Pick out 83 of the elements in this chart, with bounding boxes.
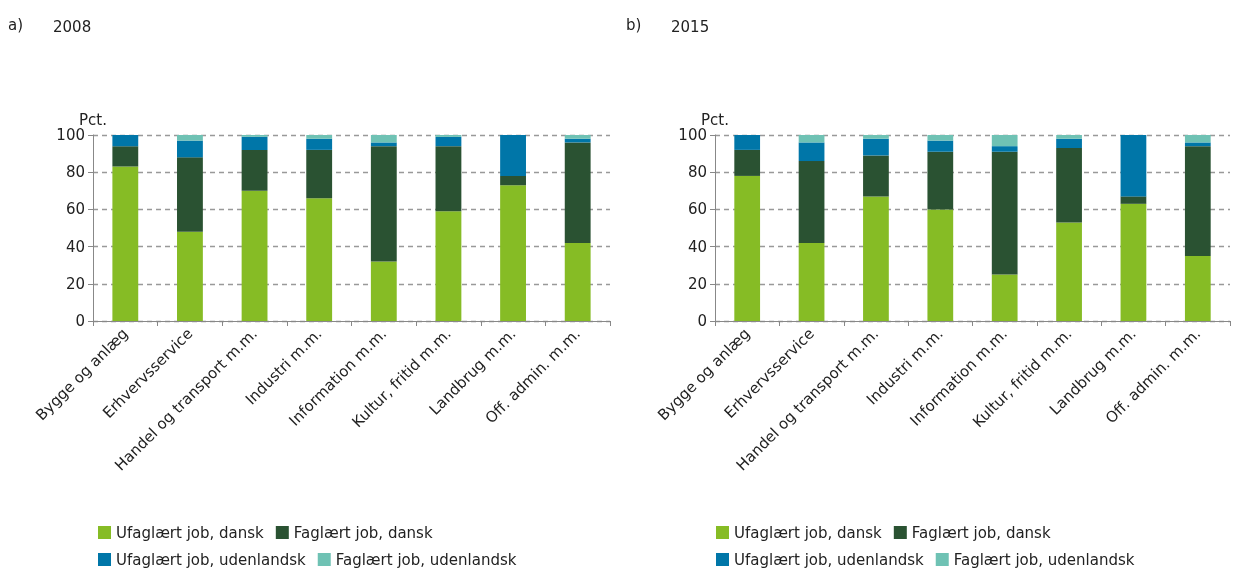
bar bbox=[734, 175, 761, 321]
bar bbox=[241, 149, 268, 191]
bar bbox=[177, 135, 203, 141]
legend-label: Ufaglært job, dansk bbox=[734, 523, 883, 542]
y-tick-label: 60 bbox=[65, 200, 85, 219]
y-tick-label: 80 bbox=[65, 163, 85, 182]
bar bbox=[927, 135, 954, 141]
y-tick-label: 0 bbox=[75, 312, 85, 330]
bar bbox=[112, 166, 139, 321]
bar bbox=[927, 151, 954, 210]
bar bbox=[370, 135, 397, 143]
bar bbox=[177, 140, 203, 158]
bar bbox=[112, 135, 139, 147]
y-tick-label: 20 bbox=[65, 274, 85, 293]
bar bbox=[927, 140, 954, 152]
y-tick-label: 20 bbox=[687, 274, 707, 293]
bar bbox=[370, 142, 397, 147]
bar bbox=[370, 261, 397, 321]
y-tick-label: 40 bbox=[687, 237, 707, 256]
y-tick-label: 100 bbox=[678, 126, 707, 144]
bar bbox=[370, 146, 397, 262]
bar bbox=[991, 146, 1018, 152]
bar bbox=[991, 135, 1018, 147]
y-tick-label: 100 bbox=[56, 126, 85, 144]
bar bbox=[863, 138, 889, 156]
legend-label: Ufaglært job, dansk bbox=[116, 523, 265, 542]
bar bbox=[306, 135, 333, 139]
bar bbox=[991, 151, 1018, 275]
bar bbox=[500, 175, 526, 186]
bar bbox=[1056, 138, 1082, 149]
bar bbox=[306, 149, 333, 199]
bar bbox=[1120, 196, 1147, 204]
bar bbox=[112, 146, 139, 167]
bar bbox=[1120, 203, 1147, 321]
bar bbox=[177, 157, 203, 232]
bar bbox=[798, 142, 825, 162]
bar bbox=[734, 135, 761, 150]
legend-label: Faglært job, udenlandsk bbox=[953, 550, 1135, 569]
bar bbox=[1184, 135, 1211, 143]
legend-label: Faglært job, dansk bbox=[911, 523, 1051, 542]
y-tick-label: 80 bbox=[687, 163, 707, 182]
bar bbox=[241, 136, 268, 150]
text: a) bbox=[8, 15, 24, 34]
bar bbox=[1120, 135, 1147, 197]
bar bbox=[1056, 148, 1082, 223]
bar bbox=[435, 136, 462, 147]
bar bbox=[927, 209, 954, 321]
bar bbox=[1184, 146, 1211, 256]
chart-title: 2015 bbox=[671, 17, 710, 36]
legend-label: Ufaglært job, udenlandsk bbox=[734, 550, 925, 569]
bar bbox=[1056, 135, 1082, 139]
bar bbox=[564, 135, 591, 139]
bar bbox=[734, 149, 761, 176]
bar bbox=[1056, 222, 1082, 321]
bar bbox=[177, 231, 203, 321]
bar bbox=[798, 161, 825, 243]
bar bbox=[435, 146, 462, 212]
bar bbox=[798, 242, 825, 321]
text: b) bbox=[626, 15, 642, 34]
y-tick-label: 40 bbox=[65, 237, 85, 256]
bar bbox=[863, 155, 889, 197]
bar bbox=[564, 242, 591, 321]
chart-title: 2008 bbox=[53, 17, 92, 36]
bar bbox=[241, 190, 268, 321]
bar bbox=[435, 211, 462, 321]
bar bbox=[863, 135, 889, 139]
bar bbox=[306, 198, 333, 321]
bar bbox=[798, 135, 825, 143]
bar bbox=[564, 142, 591, 243]
bar bbox=[1184, 255, 1211, 321]
bar bbox=[991, 274, 1018, 321]
bar bbox=[1184, 142, 1211, 147]
legend-label: Faglært job, udenlandsk bbox=[335, 550, 517, 569]
y-axis-title: Pct. bbox=[701, 110, 729, 129]
bar bbox=[863, 196, 889, 321]
bar bbox=[500, 185, 526, 321]
y-axis-title: Pct. bbox=[79, 110, 107, 129]
y-tick-label: 60 bbox=[687, 200, 707, 219]
bar bbox=[306, 138, 333, 150]
legend-label: Ufaglært job, udenlandsk bbox=[116, 550, 307, 569]
bar bbox=[500, 135, 526, 176]
y-tick-label: 0 bbox=[697, 312, 707, 330]
legend-label: Faglært job, dansk bbox=[293, 523, 433, 542]
